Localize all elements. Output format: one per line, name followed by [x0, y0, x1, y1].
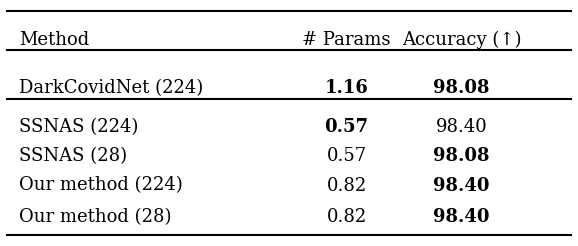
Text: 98.40: 98.40 — [436, 118, 487, 136]
Text: 0.82: 0.82 — [327, 208, 366, 226]
Text: 0.57: 0.57 — [327, 147, 366, 165]
Text: Accuracy (↑): Accuracy (↑) — [402, 31, 521, 49]
Text: Our method (28): Our method (28) — [18, 208, 171, 226]
Text: 0.57: 0.57 — [324, 118, 369, 136]
Text: Method: Method — [18, 31, 89, 48]
Text: 98.40: 98.40 — [434, 177, 490, 195]
Text: 98.08: 98.08 — [434, 147, 490, 165]
Text: SSNAS (28): SSNAS (28) — [18, 147, 127, 165]
Text: # Params: # Params — [302, 31, 391, 48]
Text: DarkCovidNet (224): DarkCovidNet (224) — [18, 79, 203, 97]
Text: 0.82: 0.82 — [327, 177, 366, 195]
Text: Our method (224): Our method (224) — [18, 177, 183, 195]
Text: 98.08: 98.08 — [434, 79, 490, 97]
Text: 98.40: 98.40 — [434, 208, 490, 226]
Text: SSNAS (224): SSNAS (224) — [18, 118, 138, 136]
Text: 1.16: 1.16 — [325, 79, 368, 97]
